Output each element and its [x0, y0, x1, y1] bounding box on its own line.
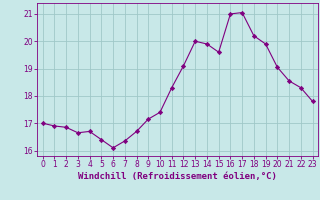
X-axis label: Windchill (Refroidissement éolien,°C): Windchill (Refroidissement éolien,°C) — [78, 172, 277, 181]
